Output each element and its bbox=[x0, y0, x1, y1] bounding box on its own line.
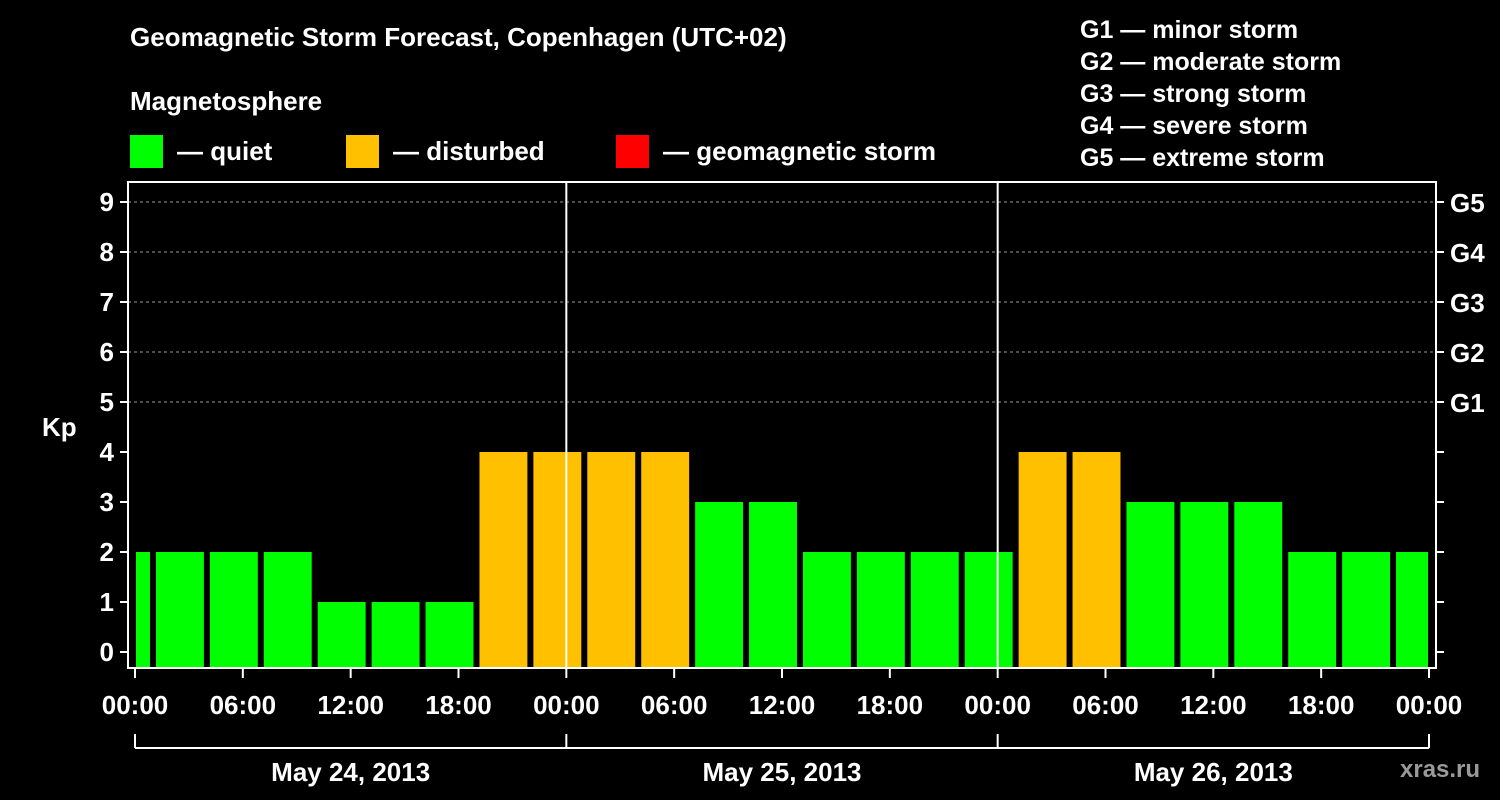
kp-bar-14 bbox=[856, 552, 905, 668]
kp-bar-1 bbox=[155, 552, 204, 668]
kp-bar-8 bbox=[533, 452, 582, 668]
disturbed-swatch bbox=[346, 134, 379, 168]
x-tick-label-8: 00:00 bbox=[964, 690, 1031, 720]
y-tick-label-3: 3 bbox=[100, 487, 114, 517]
g-level-label-1: G2 bbox=[1450, 338, 1485, 368]
y-tick-label-6: 6 bbox=[100, 337, 114, 367]
kp-bar-23 bbox=[1342, 552, 1391, 668]
x-tick-label-6: 12:00 bbox=[749, 690, 816, 720]
storm-scale-g4: G4 — severe storm bbox=[1080, 112, 1308, 140]
x-tick-label-4: 00:00 bbox=[533, 690, 600, 720]
y-tick-label-8: 8 bbox=[100, 237, 114, 267]
g-level-label-4: G5 bbox=[1450, 188, 1485, 218]
day-label-0: May 24, 2013 bbox=[271, 757, 430, 787]
storm-scale-g3: G3 — strong storm bbox=[1080, 80, 1307, 108]
kp-bar-15 bbox=[910, 552, 959, 668]
kp-bar-19 bbox=[1126, 502, 1175, 668]
storm-scale-g1: G1 — minor storm bbox=[1080, 16, 1299, 44]
legend-storm-label: — geomagnetic storm bbox=[663, 135, 937, 166]
kp-bar-18 bbox=[1072, 452, 1121, 668]
x-tick-label-3: 18:00 bbox=[425, 690, 492, 720]
x-tick-label-12: 00:00 bbox=[1396, 690, 1463, 720]
kp-bar-10 bbox=[641, 452, 690, 668]
kp-bar-0 bbox=[136, 552, 150, 668]
storm-scale-g5: G5 — extreme storm bbox=[1080, 144, 1325, 172]
y-tick-label-7: 7 bbox=[100, 287, 114, 317]
y-axis-label: Kp bbox=[42, 412, 77, 442]
legend-quiet-label: — quiet bbox=[177, 135, 273, 166]
watermark: xras.ru bbox=[1400, 756, 1481, 783]
chart-title: Geomagnetic Storm Forecast, Copenhagen (… bbox=[130, 22, 787, 52]
g-level-label-3: G4 bbox=[1450, 238, 1485, 268]
x-tick-label-9: 06:00 bbox=[1072, 690, 1139, 720]
kp-bar-17 bbox=[1018, 452, 1067, 668]
kp-bar-21 bbox=[1234, 502, 1283, 668]
kp-bar-13 bbox=[802, 552, 851, 668]
kp-bar-11 bbox=[695, 502, 744, 668]
magnetosphere-heading: Magnetosphere bbox=[130, 86, 323, 116]
g-level-label-0: G1 bbox=[1450, 388, 1485, 418]
y-tick-label-9: 9 bbox=[100, 187, 114, 217]
kp-bar-16 bbox=[964, 552, 1013, 668]
day-label-1: May 25, 2013 bbox=[702, 757, 861, 787]
kp-bar-24 bbox=[1396, 552, 1428, 668]
y-tick-label-2: 2 bbox=[100, 537, 114, 567]
y-tick-label-5: 5 bbox=[100, 387, 114, 417]
x-tick-label-7: 18:00 bbox=[857, 690, 924, 720]
x-tick-label-0: 00:00 bbox=[102, 690, 169, 720]
legend-quiet: — quiet bbox=[130, 134, 272, 168]
kp-bar-6 bbox=[425, 602, 474, 668]
kp-bar-9 bbox=[587, 452, 636, 668]
g-level-label-2: G3 bbox=[1450, 288, 1485, 318]
y-tick-label-0: 0 bbox=[100, 637, 114, 667]
kp-bar-5 bbox=[371, 602, 420, 668]
day-label-2: May 26, 2013 bbox=[1134, 757, 1293, 787]
x-tick-label-11: 18:00 bbox=[1288, 690, 1355, 720]
legend-disturbed: — disturbed bbox=[346, 134, 545, 168]
quiet-swatch bbox=[130, 134, 163, 168]
x-tick-label-5: 06:00 bbox=[641, 690, 708, 720]
storm-scale-legend: G1 — minor storm G2 — moderate storm G3 … bbox=[1080, 14, 1341, 174]
x-tick-label-10: 12:00 bbox=[1180, 690, 1247, 720]
kp-bar-4 bbox=[317, 602, 366, 668]
y-tick-label-4: 4 bbox=[100, 437, 115, 467]
kp-bar-12 bbox=[749, 502, 797, 668]
kp-bar-2 bbox=[209, 552, 258, 668]
kp-bar-3 bbox=[263, 552, 312, 668]
y-tick-label-1: 1 bbox=[100, 587, 114, 617]
kp-bar-22 bbox=[1288, 552, 1337, 668]
storm-scale-g2: G2 — moderate storm bbox=[1080, 48, 1342, 76]
x-tick-label-2: 12:00 bbox=[317, 690, 384, 720]
legend-storm: — geomagnetic storm bbox=[616, 134, 936, 168]
storm-swatch bbox=[616, 134, 649, 168]
x-tick-label-1: 06:00 bbox=[210, 690, 277, 720]
kp-bar-20 bbox=[1180, 502, 1229, 668]
legend-disturbed-label: — disturbed bbox=[393, 135, 545, 166]
kp-bar-7 bbox=[479, 452, 528, 668]
